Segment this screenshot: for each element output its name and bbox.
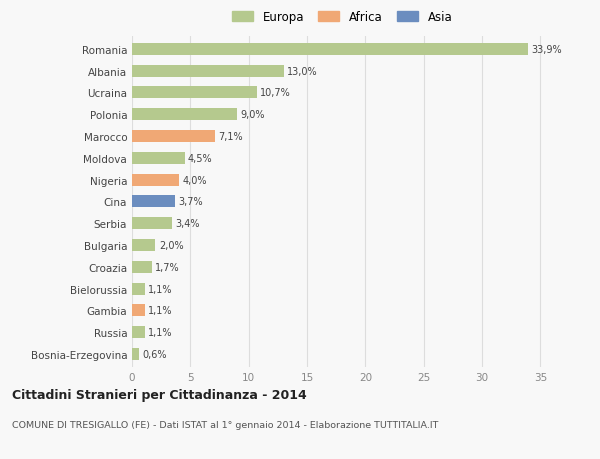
Bar	[132, 218, 172, 230]
Text: 0,6%: 0,6%	[143, 349, 167, 359]
Bar	[132, 196, 175, 208]
Text: 3,4%: 3,4%	[175, 218, 200, 229]
Text: Cittadini Stranieri per Cittadinanza - 2014: Cittadini Stranieri per Cittadinanza - 2…	[12, 388, 307, 401]
Text: 1,1%: 1,1%	[148, 284, 173, 294]
Bar	[132, 348, 139, 360]
Text: 1,7%: 1,7%	[155, 262, 180, 272]
Text: 1,1%: 1,1%	[148, 306, 173, 316]
Bar	[132, 326, 145, 338]
Text: 33,9%: 33,9%	[531, 45, 562, 55]
Bar	[132, 261, 152, 273]
Bar	[132, 174, 179, 186]
Bar	[132, 240, 155, 252]
Bar	[132, 283, 145, 295]
Text: COMUNE DI TRESIGALLO (FE) - Dati ISTAT al 1° gennaio 2014 - Elaborazione TUTTITA: COMUNE DI TRESIGALLO (FE) - Dati ISTAT a…	[12, 420, 439, 429]
Text: 13,0%: 13,0%	[287, 67, 318, 77]
Bar	[132, 109, 237, 121]
Text: 10,7%: 10,7%	[260, 88, 291, 98]
Text: 4,0%: 4,0%	[182, 175, 206, 185]
Text: 1,1%: 1,1%	[148, 327, 173, 337]
Bar	[132, 131, 215, 143]
Bar	[132, 87, 257, 99]
Text: 2,0%: 2,0%	[159, 241, 184, 251]
Bar	[132, 305, 145, 317]
Bar	[132, 66, 284, 78]
Bar	[132, 44, 527, 56]
Legend: Europa, Africa, Asia: Europa, Africa, Asia	[228, 7, 456, 28]
Text: 7,1%: 7,1%	[218, 132, 243, 142]
Text: 3,7%: 3,7%	[179, 197, 203, 207]
Bar	[132, 152, 185, 164]
Text: 4,5%: 4,5%	[188, 153, 212, 163]
Text: 9,0%: 9,0%	[241, 110, 265, 120]
